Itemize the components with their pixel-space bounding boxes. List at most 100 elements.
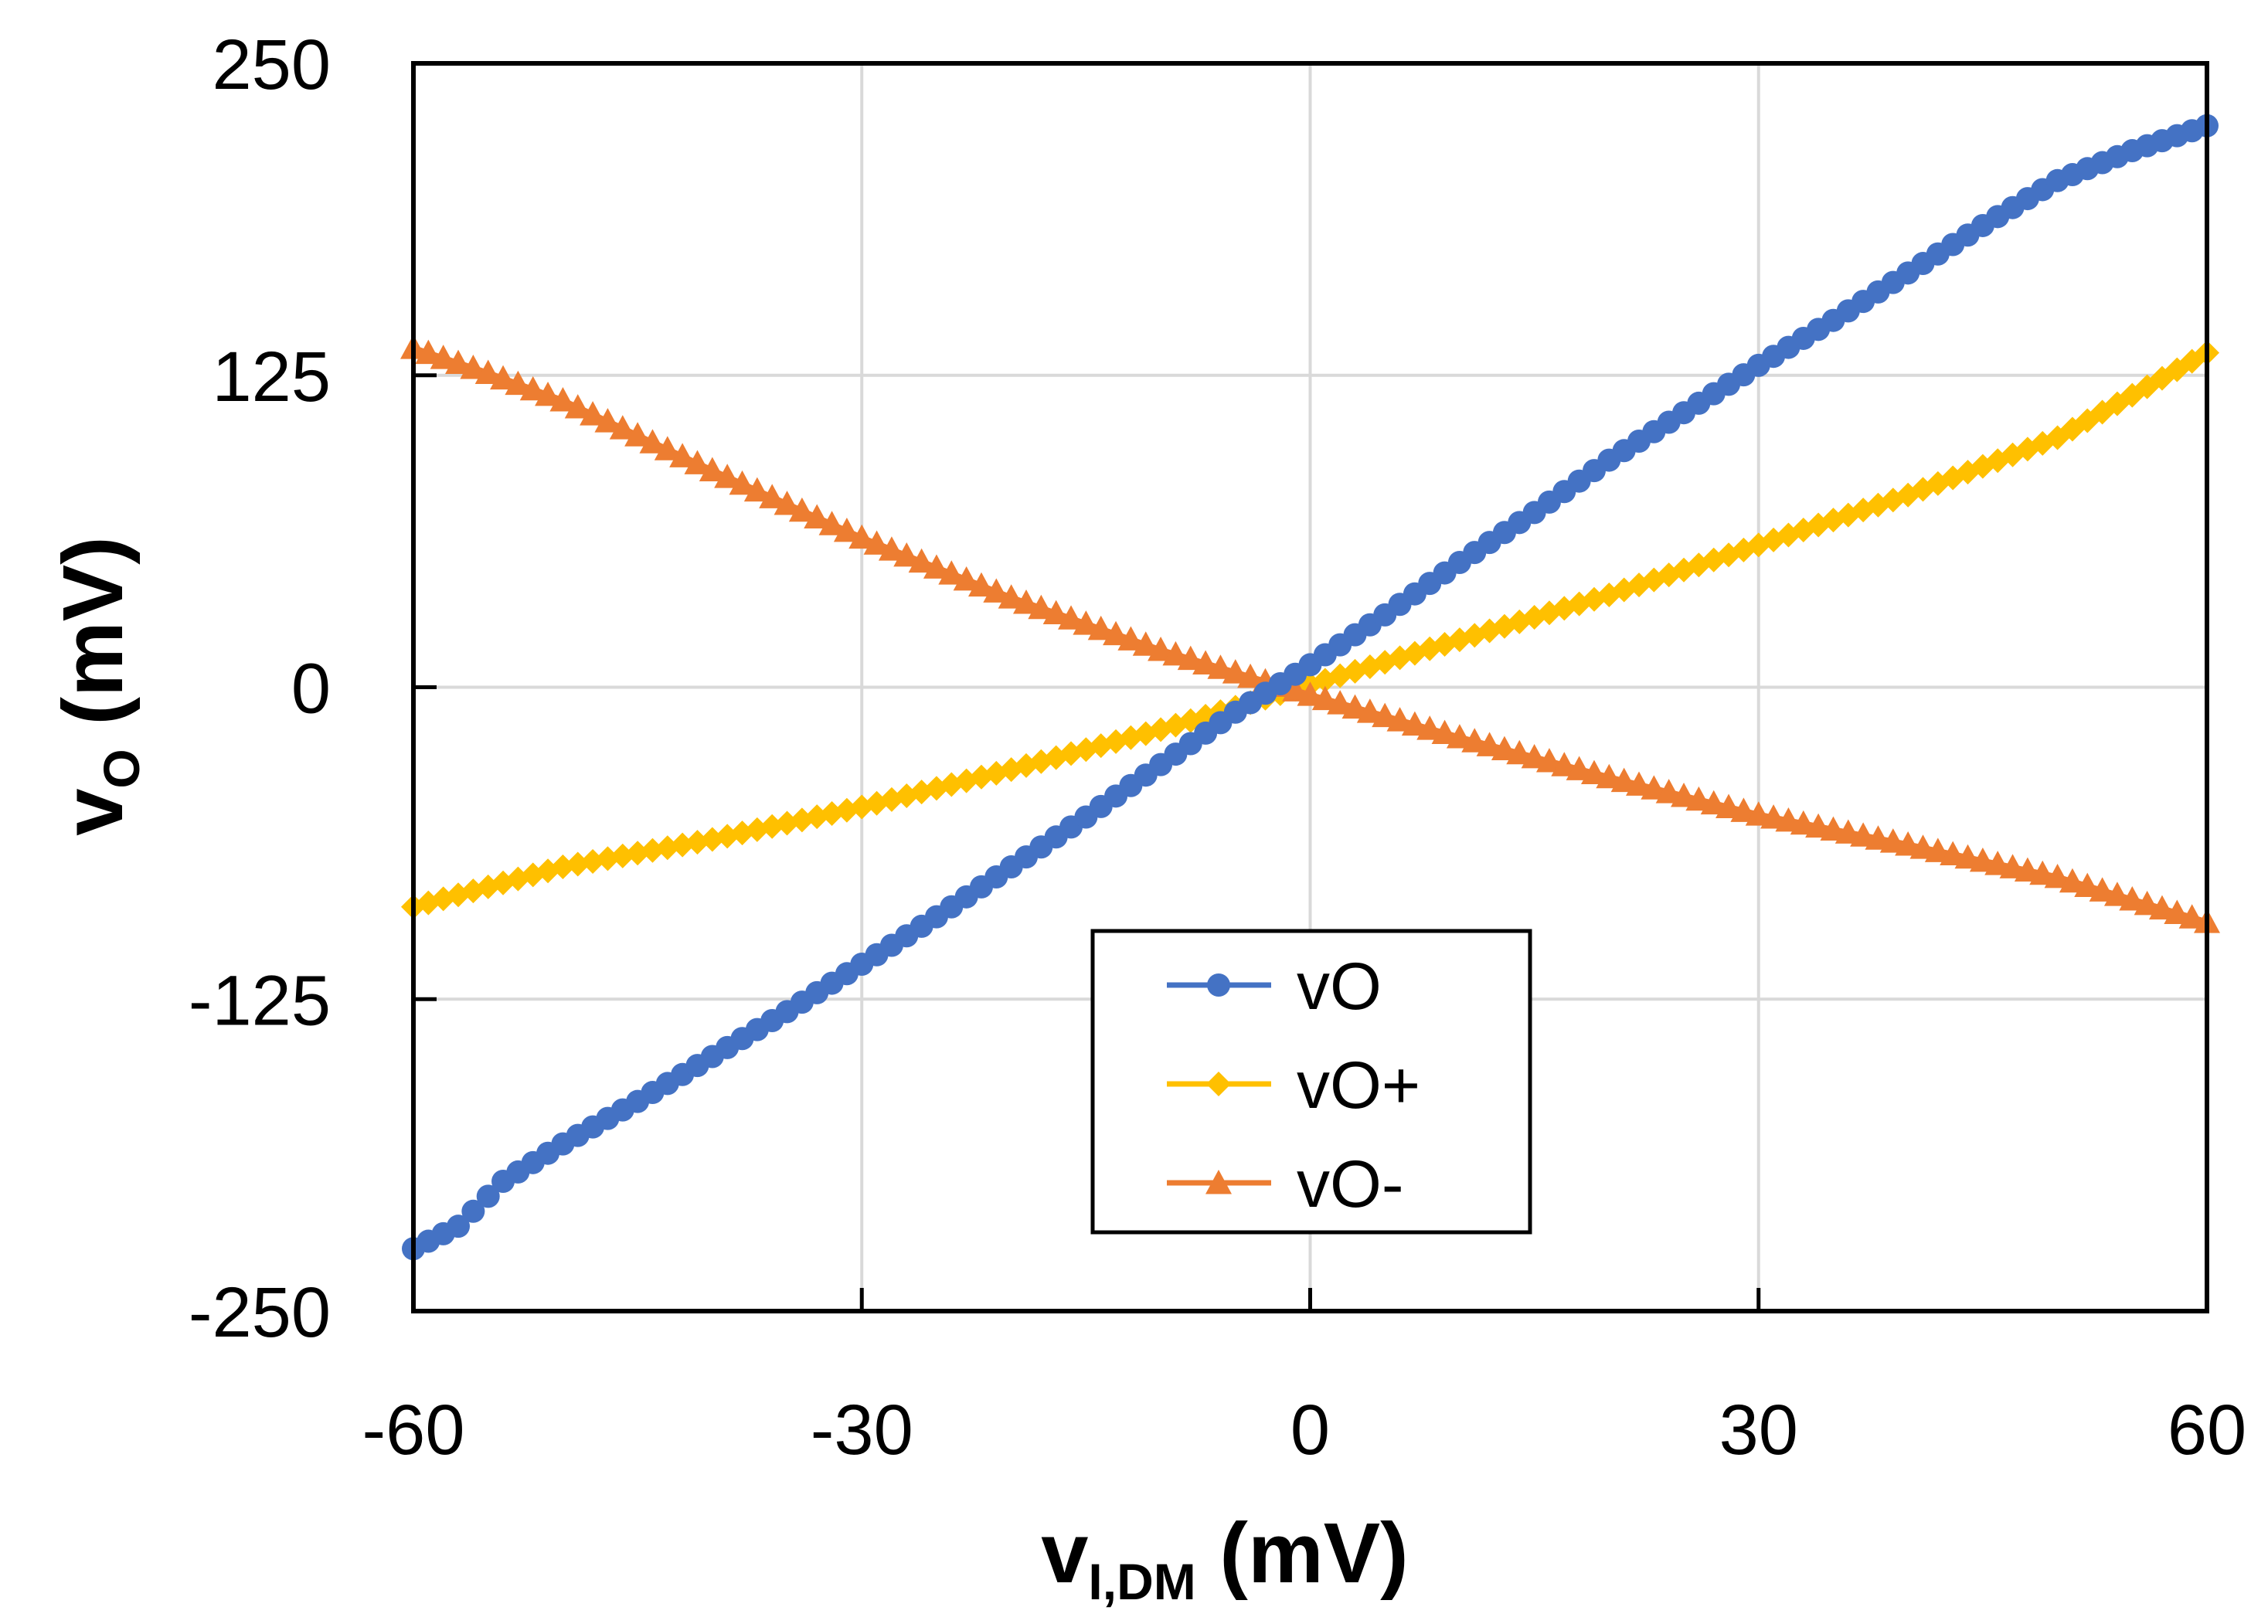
data-point: [474, 359, 502, 384]
data-point: [2014, 857, 2041, 882]
data-point: [699, 457, 726, 481]
data-point: [2074, 872, 2101, 898]
data-point: [1969, 847, 1996, 872]
data-point: [1446, 724, 1473, 749]
data-point: [1222, 659, 1249, 684]
data-point: [774, 491, 801, 515]
data-point: [1671, 783, 1698, 807]
data-point: [460, 355, 487, 379]
data-point: [1850, 822, 1877, 847]
data-point: [1895, 831, 1922, 856]
data-point: [908, 548, 935, 573]
data-point: [654, 436, 681, 460]
legend-label: vO: [1297, 950, 1382, 1024]
data-point: [1790, 810, 1817, 835]
data-point: [1341, 694, 1369, 719]
y-axis-title-main: v: [46, 789, 141, 836]
series-vO: [402, 114, 2219, 1261]
legend-item-vO-: vO-: [1167, 1147, 1404, 1221]
data-point: [1431, 719, 1458, 745]
data-point: [998, 584, 1025, 609]
data-point: [476, 1184, 500, 1208]
data-point: [1521, 743, 1548, 769]
legend-swatch-marker: [1206, 1072, 1231, 1096]
data-point: [415, 339, 442, 365]
legend-label: vO+: [1297, 1048, 1420, 1123]
y-tick-label: 250: [213, 25, 332, 104]
data-point: [1551, 752, 1578, 776]
data-point: [1805, 813, 1832, 838]
data-point: [1700, 790, 1727, 815]
x-tick-label: 60: [2168, 1391, 2246, 1469]
data-point: [519, 375, 546, 401]
data-point: [1207, 654, 1234, 679]
x-tick-label: -30: [811, 1391, 913, 1469]
x-axis-title-sub: I,DM: [1088, 1553, 1195, 1610]
data-point: [983, 578, 1010, 603]
data-point: [1506, 739, 1533, 765]
x-tick-label: 0: [1290, 1391, 1330, 1469]
data-point: [505, 370, 532, 396]
data-point: [1909, 834, 1936, 859]
data-point: [549, 387, 576, 412]
data-point: [953, 566, 980, 591]
data-point: [609, 415, 636, 440]
data-point: [684, 450, 711, 474]
y-axis-title-sub: O: [93, 749, 150, 788]
data-point: [1924, 837, 1951, 862]
x-axis-title-main: v: [1041, 1506, 1088, 1601]
series-vO+: [401, 340, 2219, 919]
data-point: [1641, 775, 1668, 800]
x-axis-title-unit: (mV): [1196, 1506, 1409, 1601]
data-point: [1730, 797, 1757, 822]
y-axis-title-unit: (mV): [46, 536, 141, 749]
data-point: [1162, 640, 1189, 666]
legend-label: vO-: [1297, 1147, 1404, 1221]
data-point: [1356, 698, 1383, 723]
data-point: [1461, 728, 1488, 753]
data-point: [788, 497, 815, 522]
legend-swatch-marker: [1205, 1170, 1232, 1194]
data-point: [923, 554, 950, 579]
data-point: [967, 572, 995, 597]
data-point: [1865, 825, 1892, 850]
y-tick-label: 0: [291, 650, 331, 729]
data-point: [864, 790, 889, 816]
data-point: [1148, 637, 1175, 661]
data-point: [1132, 631, 1159, 656]
data-point: [580, 401, 607, 426]
data-point: [430, 345, 457, 369]
data-point: [759, 484, 786, 508]
y-tick-label: -125: [189, 961, 331, 1040]
data-point: [1297, 681, 1324, 706]
data-point: [2119, 886, 2146, 911]
data-point: [1073, 610, 1100, 635]
data-point: [490, 365, 517, 390]
data-point: [1760, 804, 1787, 829]
data-point: [729, 470, 756, 495]
data-point: [714, 464, 741, 488]
data-point: [639, 429, 666, 454]
data-point: [1237, 663, 1264, 688]
x-tick-label: -60: [362, 1391, 465, 1469]
data-point: [1311, 685, 1338, 711]
data-point: [878, 536, 905, 561]
data-point: [1879, 828, 1906, 853]
y-tick-label: -250: [189, 1273, 331, 1352]
data-point: [564, 394, 591, 419]
y-tick-label: 125: [213, 338, 332, 416]
data-point: [461, 1199, 485, 1223]
data-point: [1954, 844, 1981, 869]
data-point: [1103, 620, 1130, 646]
data-point: [1087, 615, 1114, 640]
data-point: [1999, 854, 2026, 878]
data-point: [833, 517, 860, 542]
data-point: [848, 524, 876, 549]
data-point: [1058, 605, 1085, 630]
data-point: [2089, 877, 2116, 902]
data-point: [1177, 645, 1204, 671]
data-point: [1117, 626, 1144, 651]
data-point: [1028, 594, 1055, 620]
data-point: [1655, 779, 1682, 804]
data-point: [1491, 736, 1518, 761]
